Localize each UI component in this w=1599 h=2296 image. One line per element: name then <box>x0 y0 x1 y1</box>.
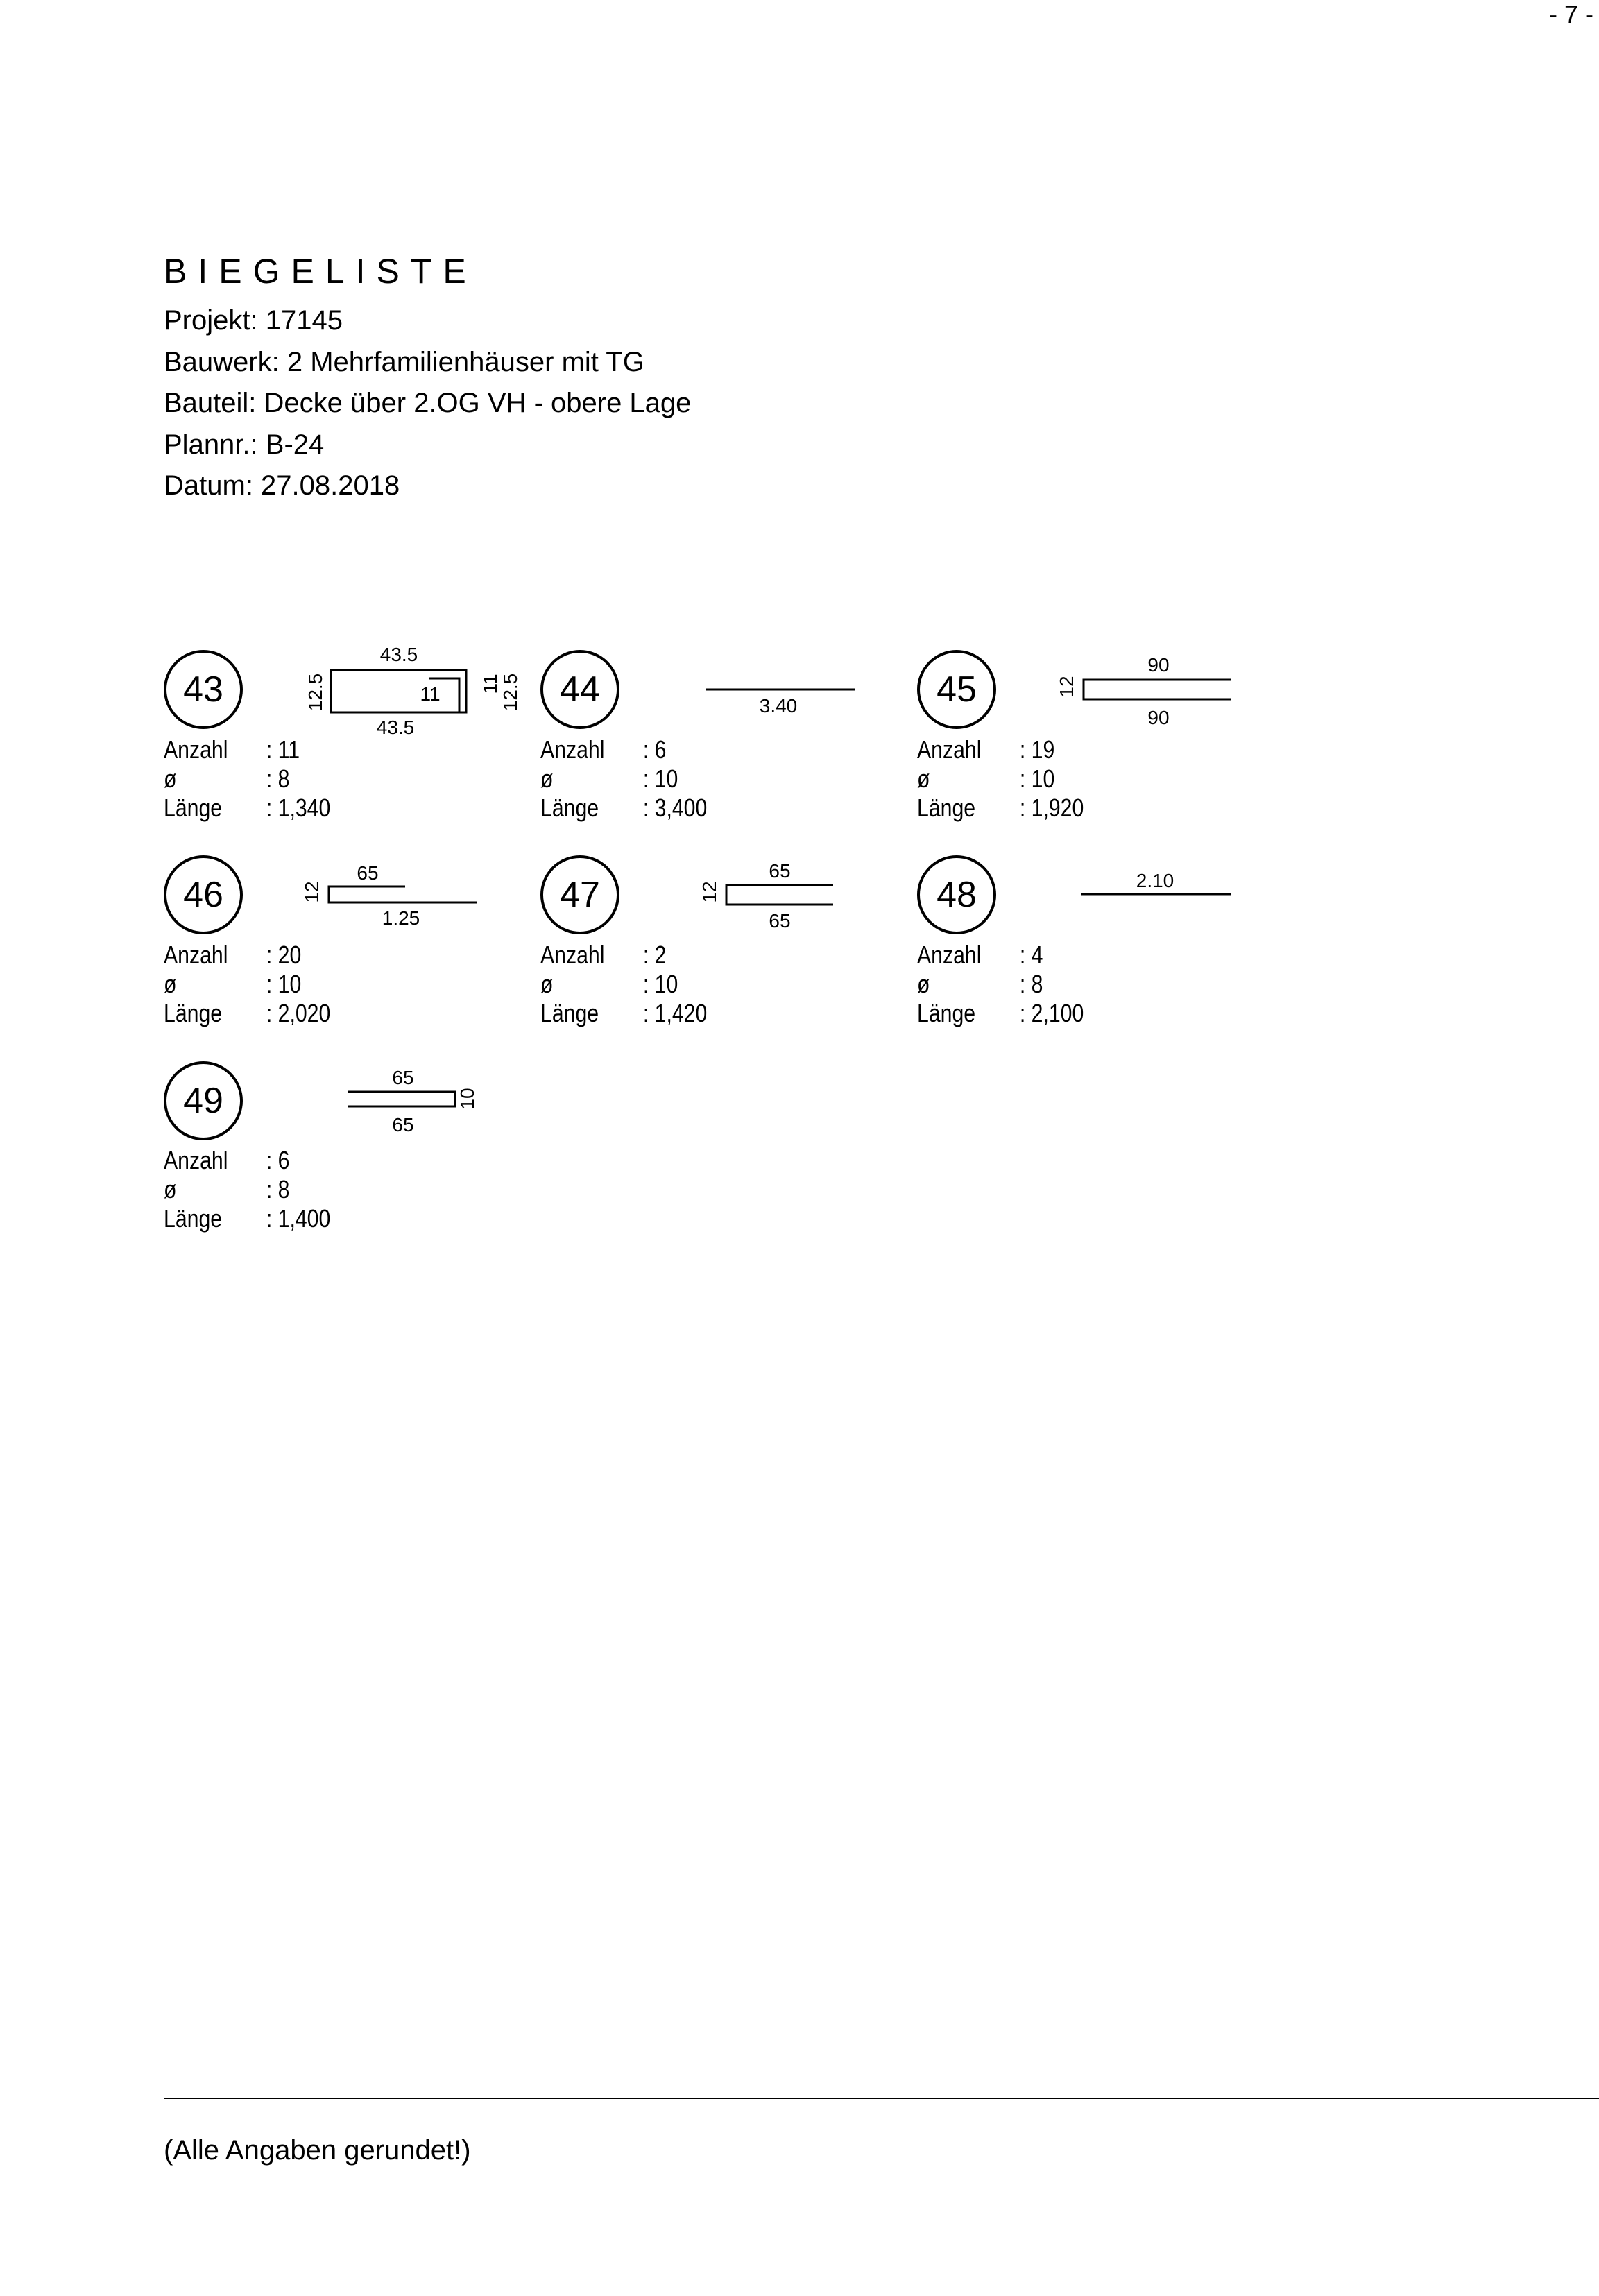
quantity-value: : 11 <box>266 735 300 764</box>
bending-shape-44: 3.40 <box>706 688 855 717</box>
dimension-label: 43.5 <box>380 644 418 665</box>
dimension-label: 11 <box>420 683 440 705</box>
position-badge: 44 <box>540 650 619 729</box>
length-value: : 2,020 <box>266 999 331 1027</box>
dimension-label: 12 <box>1056 676 1077 697</box>
bending-shape-46: 65 1.25 12 <box>301 862 477 929</box>
length-label: Länge <box>164 794 223 822</box>
diameter-label: ø <box>917 970 930 998</box>
position-badge: 46 <box>164 855 243 934</box>
diameter-label: ø <box>917 764 930 793</box>
dimension-label: 12 <box>301 881 323 902</box>
date-line: Datum: 27.08.2018 <box>164 470 400 501</box>
diameter-value: : 8 <box>1019 970 1043 998</box>
item-info: Anzahl : 4 ø : 8 Länge : 2,100 <box>917 941 1084 1028</box>
plan-number-line: Plannr.: B-24 <box>164 429 325 460</box>
length-value: : 2,100 <box>1019 999 1084 1027</box>
bending-shape-43: 43.5 43.5 11 12.5 11 12.5 <box>305 644 521 738</box>
document-title: BIEGELISTE <box>164 252 477 291</box>
footer-divider <box>164 2098 1599 2099</box>
length-label: Länge <box>917 794 976 822</box>
bending-shape-45: 90 90 12 <box>1056 654 1231 728</box>
bending-shape-48: 2.10 <box>1081 870 1231 896</box>
dimension-label: 1.25 <box>382 907 420 929</box>
diameter-value: : 8 <box>266 764 290 793</box>
diameter-value: : 10 <box>642 764 678 793</box>
diameter-label: ø <box>540 970 554 998</box>
dimension-label: 65 <box>392 1114 413 1136</box>
building-line: Bauwerk: 2 Mehrfamilienhäuser mit TG <box>164 347 644 377</box>
dimension-label: 90 <box>1147 707 1169 728</box>
length-value: : 3,400 <box>642 794 708 822</box>
diameter-value: : 10 <box>1019 764 1055 793</box>
quantity-label: Anzahl <box>164 941 228 969</box>
quantity-label: Anzahl <box>917 735 982 764</box>
dimension-label: 65 <box>769 860 790 882</box>
diameter-value: : 10 <box>266 970 302 998</box>
length-value: : 1,400 <box>266 1204 331 1233</box>
length-label: Länge <box>164 1204 223 1233</box>
item-info: Anzahl : 20 ø : 10 Länge : 2,020 <box>164 941 330 1028</box>
item-info: Anzahl : 6 ø : 8 Länge : 1,400 <box>164 1146 330 1233</box>
diameter-label: ø <box>164 764 177 793</box>
bending-shape-47: 65 65 12 <box>699 860 833 932</box>
diameter-value: : 10 <box>642 970 678 998</box>
quantity-label: Anzahl <box>164 1146 228 1174</box>
item-info: Anzahl : 11 ø : 8 Länge : 1,340 <box>164 735 330 823</box>
dimension-label: 65 <box>357 862 378 884</box>
quantity-value: : 6 <box>266 1146 290 1174</box>
length-value: : 1,920 <box>1019 794 1084 822</box>
dimension-label: 11 <box>479 674 501 694</box>
project-line: Projekt: 17145 <box>164 305 343 336</box>
position-badge: 49 <box>164 1061 243 1140</box>
dimension-label: 43.5 <box>377 717 415 738</box>
position-badge: 47 <box>540 855 619 934</box>
dimension-label: 12 <box>699 881 720 902</box>
length-label: Länge <box>540 999 599 1027</box>
quantity-label: Anzahl <box>540 941 605 969</box>
position-badge: 48 <box>917 855 996 934</box>
position-badge: 45 <box>917 650 996 729</box>
quantity-label: Anzahl <box>540 735 605 764</box>
quantity-label: Anzahl <box>164 735 228 764</box>
position-badge: 43 <box>164 650 243 729</box>
dimension-label: 10 <box>456 1088 478 1109</box>
quantity-value: : 4 <box>1019 941 1043 969</box>
diameter-label: ø <box>164 1175 177 1203</box>
diameter-label: ø <box>540 764 554 793</box>
page-number: - 7 - <box>1548 0 1593 28</box>
diameter-label: ø <box>164 970 177 998</box>
dimension-label: 90 <box>1147 654 1169 676</box>
dimension-label: 2.10 <box>1136 870 1174 891</box>
length-value: : 1,340 <box>266 794 331 822</box>
length-value: : 1,420 <box>642 999 708 1027</box>
bending-shape-49: 65 65 10 <box>348 1067 478 1136</box>
component-line: Bauteil: Decke über 2.OG VH - obere Lage <box>164 388 692 418</box>
dimension-label: 3.40 <box>760 695 798 717</box>
length-label: Länge <box>540 794 599 822</box>
quantity-value: : 2 <box>642 941 667 969</box>
diameter-value: : 8 <box>266 1175 290 1203</box>
dimension-label: 65 <box>769 910 790 932</box>
quantity-label: Anzahl <box>917 941 982 969</box>
item-info: Anzahl : 19 ø : 10 Länge : 1,920 <box>917 735 1084 823</box>
item-info: Anzahl : 6 ø : 10 Länge : 3,400 <box>540 735 707 823</box>
dimension-label: 12.5 <box>499 674 521 712</box>
item-info: Anzahl : 2 ø : 10 Länge : 1,420 <box>540 941 707 1028</box>
quantity-value: : 20 <box>266 941 302 969</box>
quantity-value: : 19 <box>1019 735 1055 764</box>
footer-note: (Alle Angaben gerundet!) <box>164 2135 471 2166</box>
length-label: Länge <box>164 999 223 1027</box>
dimension-label: 65 <box>392 1067 413 1088</box>
quantity-value: : 6 <box>642 735 667 764</box>
length-label: Länge <box>917 999 976 1027</box>
dimension-label: 12.5 <box>305 674 326 712</box>
